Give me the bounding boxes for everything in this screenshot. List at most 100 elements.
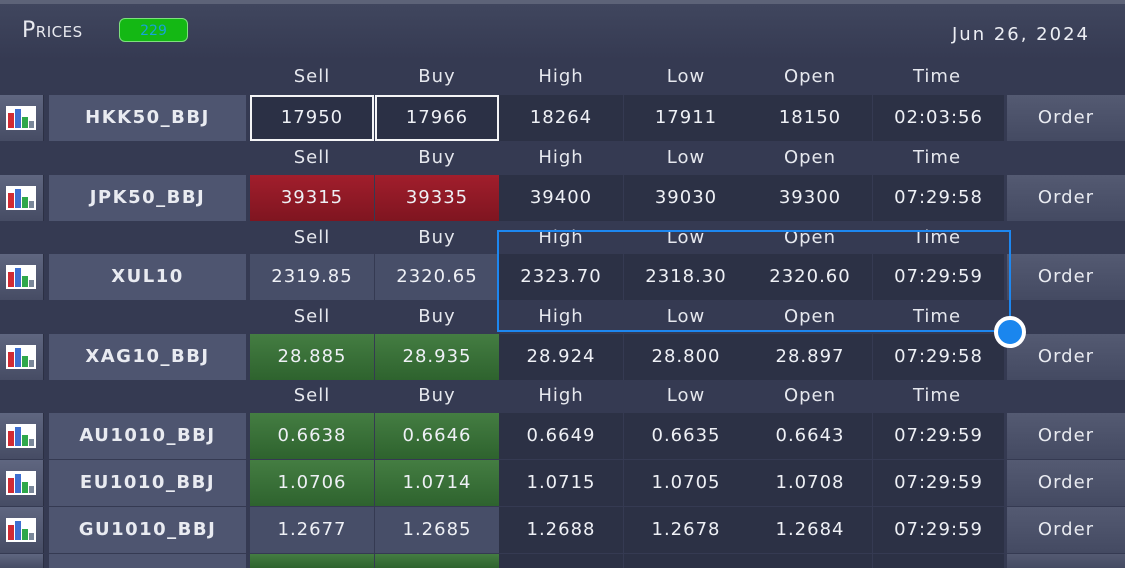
- low-price: 39030: [624, 175, 748, 221]
- count-badge: 229: [119, 18, 188, 42]
- column-sell: Sell: [293, 306, 331, 327]
- high-price: [499, 554, 623, 568]
- open-price: 1.0708: [748, 460, 872, 506]
- price-row[interactable]: XUL10 2319.85 2320.65 2323.70 2318.30 23…: [0, 254, 1125, 300]
- sell-price[interactable]: 2319.85: [250, 254, 374, 300]
- column-open: Open: [783, 306, 837, 327]
- column-high: High: [538, 66, 584, 87]
- time-value: 07:29:59: [873, 460, 1004, 506]
- high-price: 18264: [499, 95, 623, 141]
- column-low: Low: [666, 227, 706, 248]
- column-buy: Buy: [418, 306, 456, 327]
- price-row[interactable]: HKK50_BBJ 17950 17966 18264 17911 18150 …: [0, 95, 1125, 141]
- chart-button[interactable]: [0, 95, 44, 141]
- price-row[interactable]: XAG10_BBJ 28.885 28.935 28.924 28.800 28…: [0, 334, 1125, 380]
- symbol-label: [49, 554, 246, 568]
- chart-button[interactable]: [0, 554, 44, 568]
- column-low: Low: [666, 147, 706, 168]
- column-open: Open: [783, 385, 837, 406]
- price-row-partial: [0, 554, 1125, 568]
- column-sell: Sell: [293, 147, 331, 168]
- sell-price[interactable]: 17950: [250, 95, 374, 141]
- selection-resize-handle[interactable]: [994, 316, 1026, 348]
- sell-price[interactable]: 1.0706: [250, 460, 374, 506]
- column-header-row: Sell Buy High Low Open Time: [0, 221, 1125, 255]
- chart-button[interactable]: [0, 175, 44, 221]
- sell-price[interactable]: 28.885: [250, 334, 374, 380]
- column-high: High: [538, 385, 584, 406]
- buy-price[interactable]: 39335: [375, 175, 499, 221]
- order-button[interactable]: [1007, 554, 1125, 568]
- symbol-label: XUL10: [49, 254, 246, 300]
- low-price: [624, 554, 748, 568]
- order-button[interactable]: Order: [1007, 175, 1125, 221]
- column-open: Open: [783, 66, 837, 87]
- open-price: 39300: [748, 175, 872, 221]
- order-button[interactable]: Order: [1007, 460, 1125, 506]
- order-button[interactable]: Order: [1007, 95, 1125, 141]
- high-price: 0.6649: [499, 413, 623, 459]
- time-value: 07:29:59: [873, 254, 1004, 300]
- column-header-row: Sell Buy High Low Open Time: [0, 60, 1125, 94]
- buy-price[interactable]: 0.6646: [375, 413, 499, 459]
- top-border: [0, 0, 1125, 4]
- price-row[interactable]: GU1010_BBJ 1.2677 1.2685 1.2688 1.2678 1…: [0, 507, 1125, 553]
- chart-button[interactable]: [0, 413, 44, 459]
- order-button[interactable]: Order: [1007, 254, 1125, 300]
- chart-button[interactable]: [0, 460, 44, 506]
- chart-button[interactable]: [0, 507, 44, 553]
- column-open: Open: [783, 147, 837, 168]
- sell-price[interactable]: 0.6638: [250, 413, 374, 459]
- buy-price[interactable]: 17966: [375, 95, 499, 141]
- open-price: 28.897: [748, 334, 872, 380]
- buy-price[interactable]: 2320.65: [375, 254, 499, 300]
- column-time: Time: [912, 385, 962, 406]
- column-header-row: Sell Buy High Low Open Time: [0, 141, 1125, 175]
- low-price: 28.800: [624, 334, 748, 380]
- sell-price[interactable]: [250, 554, 374, 568]
- price-row[interactable]: EU1010_BBJ 1.0706 1.0714 1.0715 1.0705 1…: [0, 460, 1125, 506]
- open-price: 0.6643: [748, 413, 872, 459]
- low-price: 1.2678: [624, 507, 748, 553]
- column-header-row: Sell Buy High Low Open Time: [0, 300, 1125, 334]
- buy-price[interactable]: 1.2685: [375, 507, 499, 553]
- time-value: 07:29:59: [873, 413, 1004, 459]
- price-row[interactable]: AU1010_BBJ 0.6638 0.6646 0.6649 0.6635 0…: [0, 413, 1125, 459]
- low-price: 1.0705: [624, 460, 748, 506]
- low-price: 0.6635: [624, 413, 748, 459]
- sell-price[interactable]: 39315: [250, 175, 374, 221]
- high-price: 2323.70: [499, 254, 623, 300]
- time-value: 07:29:59: [873, 507, 1004, 553]
- buy-price[interactable]: 28.935: [375, 334, 499, 380]
- time-value: 07:29:58: [873, 175, 1004, 221]
- chart-button[interactable]: [0, 254, 44, 300]
- low-price: 17911: [624, 95, 748, 141]
- column-high: High: [538, 147, 584, 168]
- time-value: 02:03:56: [873, 95, 1004, 141]
- column-high: High: [538, 306, 584, 327]
- time-value: 07:29:58: [873, 334, 1004, 380]
- price-row[interactable]: JPK50_BBJ 39315 39335 39400 39030 39300 …: [0, 175, 1125, 221]
- column-low: Low: [666, 385, 706, 406]
- page-title: Prices: [22, 18, 83, 43]
- order-button[interactable]: Order: [1007, 413, 1125, 459]
- buy-price[interactable]: 1.0714: [375, 460, 499, 506]
- sell-price[interactable]: 1.2677: [250, 507, 374, 553]
- column-time: Time: [912, 147, 962, 168]
- low-price: 2318.30: [624, 254, 748, 300]
- symbol-label: JPK50_BBJ: [49, 175, 246, 221]
- open-price: 1.2684: [748, 507, 872, 553]
- buy-price[interactable]: [375, 554, 499, 568]
- column-buy: Buy: [418, 66, 456, 87]
- order-button[interactable]: Order: [1007, 334, 1125, 380]
- column-time: Time: [912, 306, 962, 327]
- column-buy: Buy: [418, 385, 456, 406]
- column-time: Time: [912, 66, 962, 87]
- symbol-label: EU1010_BBJ: [49, 460, 246, 506]
- order-button[interactable]: Order: [1007, 507, 1125, 553]
- chart-button[interactable]: [0, 334, 44, 380]
- high-price: 1.2688: [499, 507, 623, 553]
- column-time: Time: [912, 227, 962, 248]
- date-label: Jun 26, 2024: [951, 24, 1090, 45]
- column-low: Low: [666, 306, 706, 327]
